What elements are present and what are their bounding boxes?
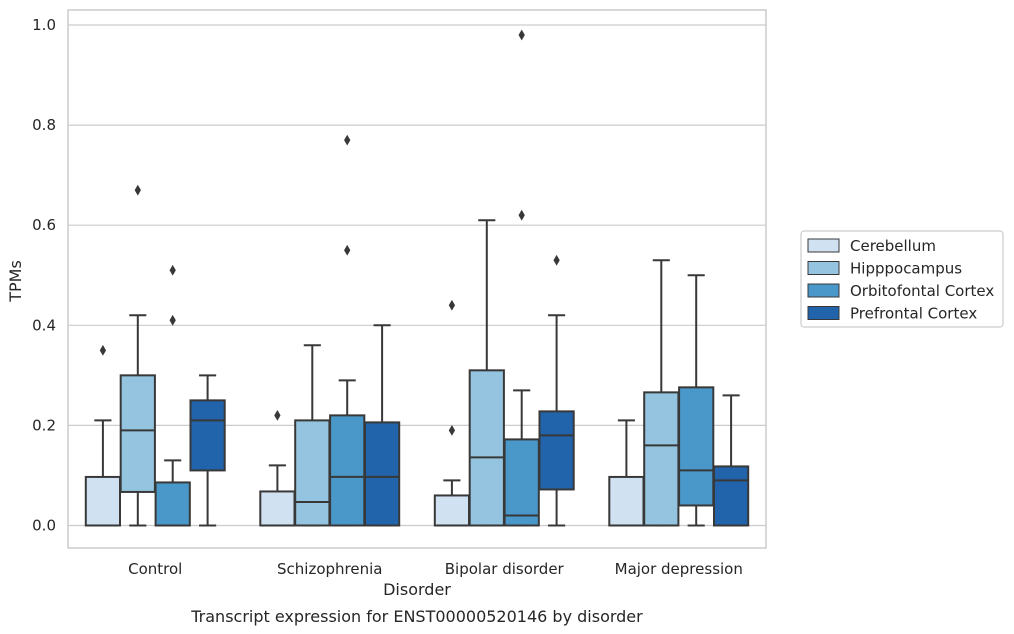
plot-area-frame — [67, 9, 767, 549]
y-tick-label: 1.0 — [32, 16, 56, 34]
x-tick-label: Major depression — [615, 560, 743, 578]
y-tick-label: 0.2 — [32, 416, 56, 434]
outlier-point — [553, 254, 560, 266]
box-orbitofontal-cortex — [154, 264, 191, 527]
box-hipppocampus — [468, 219, 505, 527]
outlier-point — [518, 209, 525, 221]
outlier-point — [169, 314, 176, 326]
outlier-point — [274, 409, 281, 421]
iqr-box — [712, 465, 750, 527]
x-axis-label: Disorder — [383, 580, 451, 599]
y-tick-label: 0.6 — [32, 216, 56, 234]
box-prefrontal-cortex — [538, 254, 575, 527]
box-prefrontal-cortex — [189, 374, 226, 527]
iqr-box — [538, 410, 575, 491]
iqr-box — [363, 421, 401, 527]
box-prefrontal-cortex — [712, 394, 750, 527]
iqr-box — [189, 399, 226, 472]
box-orbitofontal-cortex — [503, 29, 540, 527]
outlier-point — [344, 244, 351, 256]
legend-label: Prefrontal Cortex — [850, 305, 977, 323]
y-tick-label: 0.4 — [32, 316, 56, 334]
legend-swatch — [807, 261, 840, 275]
legend-swatch — [807, 306, 840, 320]
iqr-box — [433, 494, 471, 527]
outlier-point — [344, 134, 351, 146]
outlier-point — [169, 264, 176, 276]
iqr-box — [119, 374, 156, 493]
iqr-box — [468, 369, 505, 527]
box-prefrontal-cortex — [363, 324, 401, 527]
iqr-box — [294, 419, 331, 527]
box-cerebellum — [259, 409, 296, 527]
legend-label: Cerebellum — [850, 237, 936, 255]
x-tick-label: Bipolar disorder — [445, 560, 565, 578]
box-cerebellum — [608, 419, 645, 527]
y-tick-label: 0.8 — [32, 116, 56, 134]
iqr-box — [154, 481, 191, 527]
y-axis-ticks: 0.0 0.2 0.4 0.6 0.8 1.0 — [32, 16, 56, 534]
outlier-point — [448, 299, 456, 311]
box-orbitofontal-cortex — [329, 134, 366, 527]
x-tick-label: Control — [128, 560, 182, 578]
outlier-point — [99, 344, 107, 356]
box-layer — [84, 29, 750, 527]
legend-swatch — [807, 283, 840, 298]
legend-frame — [800, 230, 1004, 328]
legend-label: Hipppocampus — [850, 260, 962, 278]
box-cerebellum — [433, 299, 471, 527]
iqr-box — [503, 438, 540, 527]
legend: Cerebellum Hipppocampus Orbitofontal Corte… — [800, 230, 1004, 328]
iqr-box — [329, 414, 366, 527]
outlier-point — [448, 424, 456, 436]
iqr-box — [608, 475, 645, 527]
x-tick-label: Schizophrenia — [277, 560, 382, 578]
box-hipppocampus — [119, 184, 156, 527]
outlier-point — [518, 29, 525, 41]
iqr-box — [84, 475, 122, 527]
chart-caption: Transcript expression for ENST0000052014… — [190, 607, 643, 626]
iqr-box — [643, 391, 680, 527]
legend-label: Orbitofontal Cortex — [850, 282, 994, 300]
y-tick-label: 0.0 — [32, 516, 56, 534]
box-orbitofontal-cortex — [678, 274, 715, 527]
outlier-point — [134, 184, 141, 196]
y-axis-label: TPMs — [6, 260, 25, 303]
box-cerebellum — [84, 344, 122, 527]
iqr-box — [259, 490, 296, 527]
box-hipppocampus — [294, 344, 331, 527]
x-axis-ticks: Control Schizophrenia Bipolar disorder Majo… — [128, 560, 743, 578]
box-hipppocampus — [643, 259, 680, 527]
legend-swatch — [807, 238, 840, 253]
iqr-box — [678, 386, 715, 507]
